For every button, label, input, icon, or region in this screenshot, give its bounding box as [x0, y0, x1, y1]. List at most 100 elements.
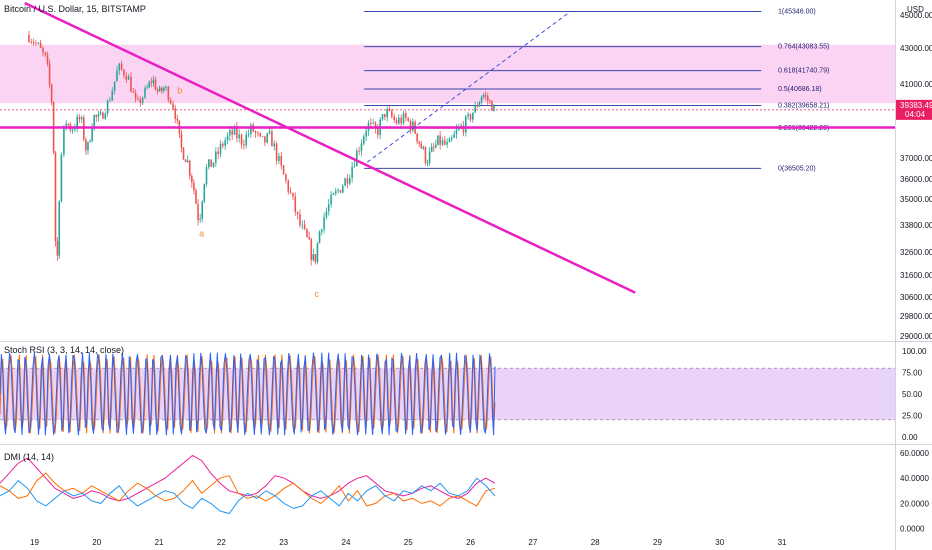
candle-body[interactable] [167, 86, 170, 101]
candle-body[interactable] [432, 146, 435, 148]
candle-body[interactable] [106, 101, 109, 114]
candle-body[interactable] [76, 116, 79, 129]
candle-body[interactable] [182, 147, 185, 160]
candle-body[interactable] [416, 133, 418, 142]
candle-body[interactable] [426, 162, 429, 164]
candle-body[interactable] [453, 134, 455, 138]
candle-body[interactable] [39, 42, 42, 48]
candle-body[interactable] [42, 47, 44, 53]
candle-body[interactable] [219, 143, 222, 154]
candle-body[interactable] [465, 116, 467, 133]
candle-body[interactable] [377, 128, 379, 135]
candle-body[interactable] [56, 241, 59, 256]
candle-body[interactable] [486, 96, 489, 101]
candle-body[interactable] [201, 201, 204, 220]
candle-body[interactable] [301, 224, 304, 226]
candle-body[interactable] [400, 117, 402, 124]
candle-body[interactable] [231, 130, 233, 135]
candle-body[interactable] [78, 116, 81, 120]
candle-body[interactable] [130, 76, 132, 92]
candle-body[interactable] [450, 137, 453, 139]
candle-body[interactable] [287, 180, 290, 192]
candle-body[interactable] [160, 87, 163, 91]
candle-body[interactable] [402, 113, 405, 124]
candle-body[interactable] [87, 141, 89, 151]
candle-body[interactable] [482, 94, 485, 98]
candle-body[interactable] [184, 159, 187, 163]
candle-body[interactable] [443, 140, 446, 145]
candle-body[interactable] [384, 114, 386, 118]
candle-body[interactable] [91, 128, 93, 142]
candle-body[interactable] [93, 115, 96, 129]
candle-body[interactable] [381, 114, 384, 120]
candle-body[interactable] [285, 174, 287, 181]
candle-body[interactable] [28, 34, 30, 42]
candle-body[interactable] [229, 130, 231, 136]
candle-body[interactable] [271, 131, 273, 147]
candle-body[interactable] [480, 97, 483, 103]
candle-body[interactable] [236, 126, 238, 139]
candle-body[interactable] [314, 254, 317, 262]
candle-body[interactable] [104, 113, 107, 119]
candle-body[interactable] [247, 134, 250, 135]
candle-body[interactable] [32, 41, 35, 43]
candle-body[interactable] [120, 63, 123, 70]
candle-body[interactable] [327, 204, 330, 212]
candle-body[interactable] [102, 112, 104, 119]
candle-body[interactable] [58, 201, 61, 256]
candle-body[interactable] [299, 214, 301, 226]
candle-body[interactable] [63, 125, 65, 155]
candle-body[interactable] [85, 139, 87, 151]
candle-body[interactable] [141, 97, 144, 104]
candle-body[interactable] [60, 154, 63, 202]
candle-body[interactable] [224, 140, 226, 146]
candle-body[interactable] [176, 118, 179, 121]
candle-body[interactable] [355, 150, 358, 167]
candle-body[interactable] [266, 133, 269, 143]
candle-body[interactable] [365, 131, 367, 137]
projection-line[interactable] [367, 11, 571, 163]
candle-body[interactable] [268, 131, 271, 134]
candle-body[interactable] [261, 135, 264, 137]
candle-body[interactable] [330, 194, 332, 205]
candle-body[interactable] [474, 105, 476, 113]
candle-body[interactable] [74, 128, 76, 130]
candle-body[interactable] [226, 135, 229, 141]
candle-body[interactable] [370, 122, 372, 124]
candle-body[interactable] [158, 87, 161, 92]
candle-body[interactable] [35, 42, 37, 44]
candle-body[interactable] [257, 132, 259, 134]
candle-body[interactable] [348, 178, 351, 184]
candle-body[interactable] [292, 192, 294, 197]
candle-body[interactable] [215, 151, 217, 163]
candle-body[interactable] [312, 254, 315, 260]
candle-body[interactable] [337, 190, 339, 192]
candle-body[interactable] [212, 162, 215, 167]
candle-body[interactable] [132, 91, 135, 93]
candle-body[interactable] [144, 88, 146, 98]
candle-body[interactable] [325, 211, 328, 218]
candle-body[interactable] [407, 117, 409, 121]
candle-body[interactable] [278, 156, 280, 161]
candle-body[interactable] [238, 134, 241, 139]
candle-body[interactable] [111, 91, 114, 101]
candle-body[interactable] [67, 123, 70, 125]
candle-body[interactable] [424, 147, 427, 164]
candle-body[interactable] [139, 99, 142, 104]
stoch-k-line[interactable] [0, 352, 496, 436]
candle-body[interactable] [306, 228, 308, 238]
candle-body[interactable] [54, 152, 57, 242]
candle-body[interactable] [320, 229, 323, 232]
candle-body[interactable] [391, 110, 393, 117]
candle-body[interactable] [80, 117, 83, 120]
candle-body[interactable] [250, 124, 252, 135]
candle-body[interactable] [296, 212, 299, 215]
candle-body[interactable] [172, 103, 174, 109]
candle-body[interactable] [467, 114, 469, 117]
candle-body[interactable] [95, 115, 98, 117]
candle-body[interactable] [439, 135, 441, 145]
candle-body[interactable] [154, 79, 157, 90]
candle-body[interactable] [491, 101, 493, 111]
candle-body[interactable] [186, 160, 189, 163]
